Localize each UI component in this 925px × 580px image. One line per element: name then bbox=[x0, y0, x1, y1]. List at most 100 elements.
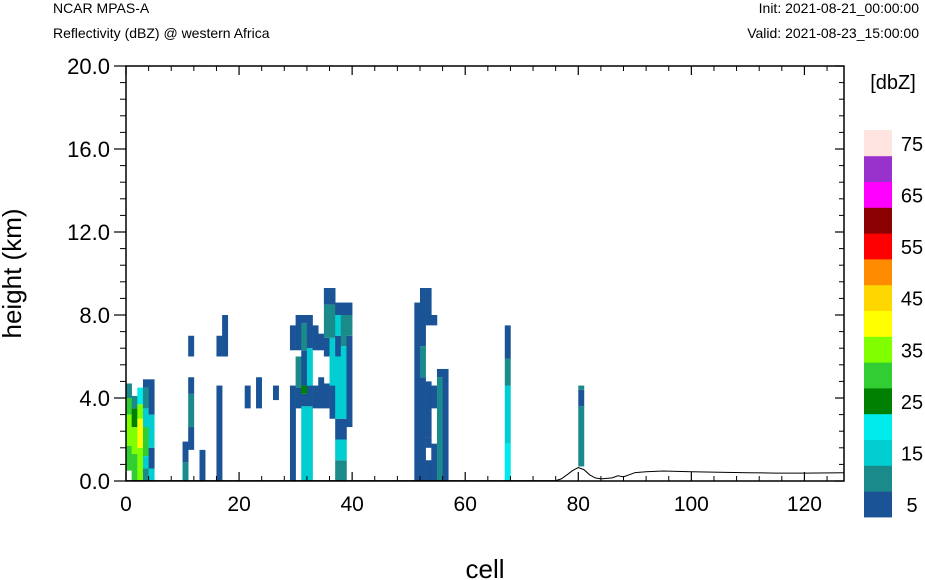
reflectivity-cell bbox=[272, 385, 279, 401]
reflectivity-cell bbox=[142, 456, 149, 469]
init-time: Init: 2021-08-21_00:00:00 bbox=[758, 0, 919, 16]
colorbar-title: [dbZ] bbox=[870, 72, 916, 94]
colorbar-box bbox=[864, 233, 892, 260]
reflectivity-cell bbox=[306, 315, 313, 349]
reflectivity-cell bbox=[301, 406, 308, 481]
reflectivity-cell bbox=[340, 439, 347, 461]
terrain-line bbox=[126, 466, 845, 482]
reflectivity-cell bbox=[442, 368, 449, 481]
colorbar-box bbox=[864, 284, 892, 311]
reflectivity-cell bbox=[504, 443, 511, 481]
reflectivity-cell bbox=[126, 414, 132, 446]
reflectivity-cell bbox=[312, 325, 319, 351]
reflectivity-cell bbox=[148, 447, 155, 469]
colorbar-label: 65 bbox=[901, 186, 923, 208]
colorbar-box bbox=[864, 310, 892, 337]
reflectivity-cell bbox=[301, 385, 308, 394]
x-tick-label: 0 bbox=[120, 493, 132, 516]
reflectivity-cell bbox=[301, 315, 308, 324]
reflectivity-cell bbox=[222, 315, 229, 357]
reflectivity-cell bbox=[244, 385, 251, 409]
reflectivity-cell bbox=[323, 304, 330, 338]
colorbar-box bbox=[864, 181, 892, 208]
reflectivity-cell bbox=[414, 302, 421, 481]
reflectivity-cell bbox=[504, 325, 511, 359]
reflectivity-cell bbox=[340, 346, 347, 419]
y-tick-label: 16.0 bbox=[67, 137, 110, 162]
reflectivity-cell bbox=[295, 315, 302, 351]
reflectivity-cell bbox=[188, 427, 195, 450]
reflectivity-cell bbox=[126, 398, 132, 415]
reflectivity-cell bbox=[431, 443, 438, 481]
reflectivity-cell bbox=[182, 441, 189, 463]
reflectivity-cell bbox=[504, 385, 511, 444]
reflectivity-cell bbox=[436, 377, 443, 398]
reflectivity-cell bbox=[419, 288, 426, 347]
reflectivity-cell bbox=[340, 418, 347, 440]
reflectivity-cell bbox=[137, 418, 144, 448]
reflectivity-cell bbox=[295, 356, 302, 388]
reflectivity-cell bbox=[329, 288, 336, 305]
y-tick-label: 12.0 bbox=[67, 220, 110, 245]
colorbar-box bbox=[864, 155, 892, 182]
reflectivity-cell bbox=[346, 302, 353, 315]
reflectivity-cell bbox=[436, 368, 443, 378]
reflectivity-cell bbox=[126, 383, 132, 398]
reflectivity-cell bbox=[131, 427, 138, 455]
y-axis-label: height (km) bbox=[0, 208, 27, 338]
colorbar-box bbox=[864, 362, 892, 389]
reflectivity-cell bbox=[142, 379, 149, 388]
reflectivity-cell bbox=[335, 439, 342, 461]
reflectivity-cell bbox=[301, 393, 308, 407]
x-tick-label: 40 bbox=[340, 493, 363, 516]
plot-frame bbox=[125, 65, 845, 482]
valid-time: Valid: 2021-08-23_15:00:00 bbox=[747, 25, 919, 41]
reflectivity-cell bbox=[504, 358, 511, 386]
reflectivity-cell bbox=[329, 304, 336, 338]
reflectivity-cell bbox=[142, 387, 149, 409]
reflectivity-cell bbox=[340, 460, 347, 481]
reflectivity-cells bbox=[126, 288, 585, 482]
reflectivity-cell bbox=[216, 335, 223, 357]
reflectivity-cell bbox=[256, 377, 262, 409]
y-tick-label: 8.0 bbox=[79, 303, 110, 328]
reflectivity-cell bbox=[578, 385, 585, 390]
reflectivity-cell bbox=[323, 337, 330, 357]
colorbar-box bbox=[864, 259, 892, 286]
reflectivity-cell bbox=[425, 381, 432, 438]
reflectivity-cell bbox=[329, 337, 336, 386]
reflectivity-cell bbox=[148, 379, 155, 415]
reflectivity-cell bbox=[318, 333, 325, 351]
colorbar: 5 15 25 35 45 55 65 75 bbox=[864, 130, 923, 518]
x-axis-label: cell bbox=[465, 554, 504, 580]
reflectivity-cell bbox=[335, 302, 342, 315]
reflectivity-cell bbox=[137, 404, 144, 419]
reflectivity-cell bbox=[578, 389, 585, 407]
reflectivity-cell bbox=[301, 323, 308, 351]
colorbar-box bbox=[864, 465, 892, 492]
reflectivity-cell bbox=[131, 395, 138, 409]
colorbar-label: 35 bbox=[901, 340, 923, 362]
reflectivity-cell bbox=[340, 315, 347, 347]
reflectivity-cell bbox=[323, 383, 330, 409]
reflectivity-cell bbox=[289, 385, 296, 481]
colorbar-box bbox=[864, 336, 892, 363]
reflectivity-cell bbox=[148, 414, 155, 448]
reflectivity-cell bbox=[301, 350, 308, 386]
reflectivity-cell bbox=[346, 315, 353, 336]
colorbar-box bbox=[864, 439, 892, 466]
reflectivity-cell bbox=[295, 387, 302, 409]
reflectivity-cell bbox=[306, 385, 313, 407]
colorbar-box bbox=[864, 388, 892, 415]
x-tick-label: 120 bbox=[787, 493, 822, 516]
y-tick-label: 20.0 bbox=[67, 54, 110, 79]
reflectivity-cell bbox=[142, 427, 149, 457]
colorbar-label: 5 bbox=[906, 495, 917, 517]
x-tick-label: 20 bbox=[227, 493, 250, 516]
reflectivity-cell bbox=[578, 406, 585, 467]
reflectivity-cell bbox=[188, 377, 195, 394]
reflectivity-cell bbox=[340, 302, 347, 315]
reflectivity-cell bbox=[335, 335, 342, 357]
reflectivity-cell bbox=[289, 325, 296, 351]
